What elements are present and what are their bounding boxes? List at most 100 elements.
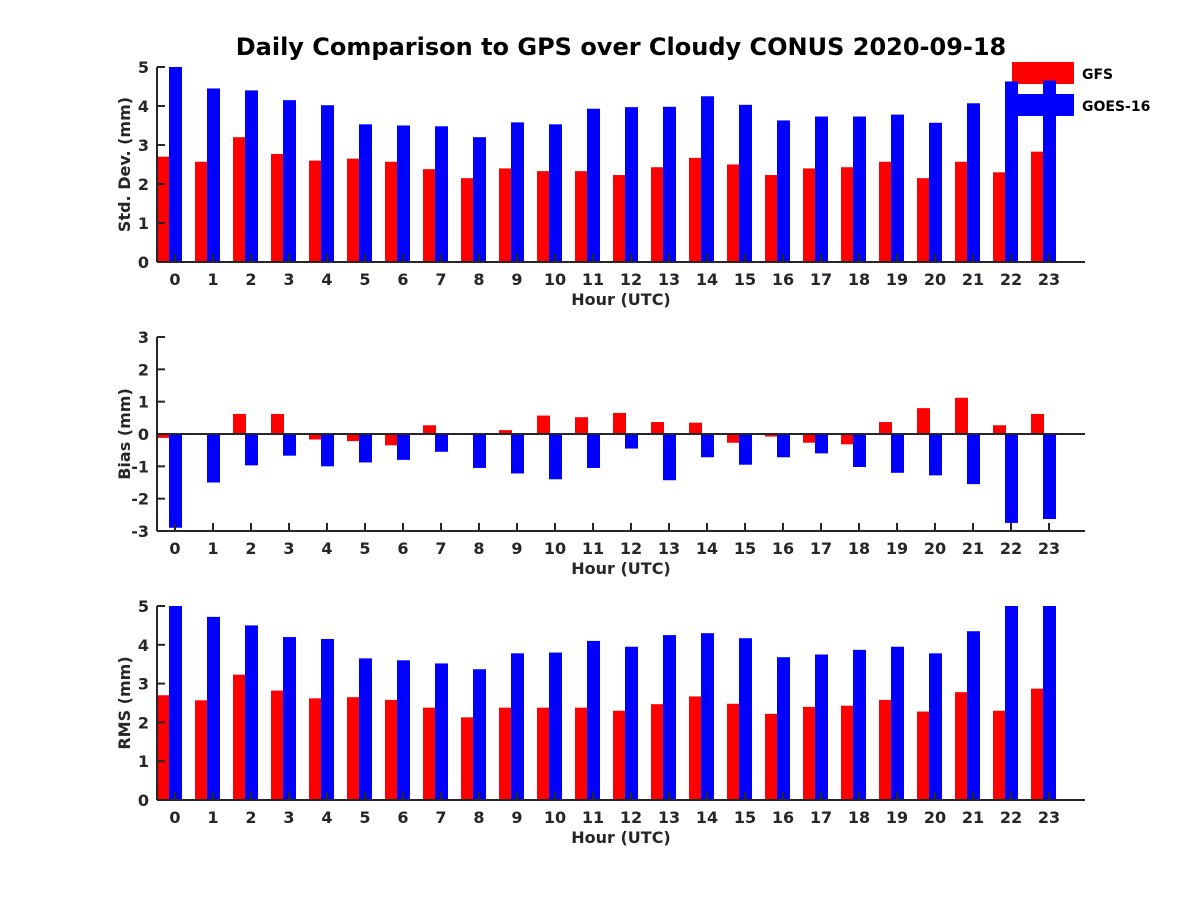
bar-gfs-16	[765, 713, 778, 800]
bar-goes16-22	[1005, 606, 1018, 800]
x-tick-label: 13	[658, 270, 680, 289]
bar-gfs-9	[499, 707, 512, 800]
bar-goes16-23	[1043, 434, 1056, 520]
bar-gfs-3	[271, 153, 284, 262]
x-tick-label: 19	[886, 539, 908, 558]
bar-goes16-7	[435, 434, 448, 452]
y-tick-label: 2	[138, 713, 149, 732]
x-tick-label: 5	[359, 539, 370, 558]
bar-gfs-0	[157, 156, 170, 262]
bar-gfs-10	[537, 707, 550, 800]
bar-gfs-19	[879, 422, 892, 434]
x-tick-label: 6	[397, 808, 408, 827]
x-tick-label: 18	[848, 539, 870, 558]
bar-gfs-2	[233, 674, 246, 800]
x-tick-label: 14	[696, 808, 718, 827]
bar-goes16-4	[321, 434, 334, 467]
bar-gfs-14	[689, 422, 702, 434]
bar-goes16-22	[1005, 434, 1018, 523]
x-tick-label: 22	[1000, 539, 1022, 558]
y-tick-label: 0	[138, 791, 149, 810]
y-tick-label: 4	[138, 97, 149, 116]
bar-goes16-6	[397, 125, 410, 262]
bar-goes16-5	[359, 658, 372, 800]
bar-gfs-19	[879, 699, 892, 800]
bar-gfs-11	[575, 417, 588, 434]
bar-goes16-11	[587, 108, 600, 262]
bar-goes16-7	[435, 126, 448, 262]
x-tick-label: 1	[207, 808, 218, 827]
x-tick-label: 19	[886, 270, 908, 289]
bar-gfs-21	[955, 692, 968, 800]
y-tick-label: 3	[138, 675, 149, 694]
x-tick-label: 21	[962, 270, 984, 289]
bar-gfs-3	[271, 690, 284, 800]
x-tick-label: 6	[397, 539, 408, 558]
bar-goes16-3	[283, 434, 296, 456]
bar-goes16-21	[967, 434, 980, 485]
x-tick-label: 4	[321, 539, 332, 558]
bar-goes16-2	[245, 434, 258, 466]
x-tick-label: 7	[435, 539, 446, 558]
legend-label-gfs: GFS	[1082, 67, 1113, 83]
bar-goes16-14	[701, 96, 714, 262]
bar-gfs-0	[157, 695, 170, 800]
x-tick-label: 22	[1000, 808, 1022, 827]
bar-gfs-12	[613, 710, 626, 800]
bar-gfs-4	[309, 434, 322, 440]
x-tick-label: 13	[658, 808, 680, 827]
bar-goes16-12	[625, 107, 638, 262]
bar-gfs-7	[423, 169, 436, 262]
bar-gfs-15	[727, 164, 740, 262]
y-tick-label: -3	[131, 522, 149, 541]
x-tick-label: 12	[620, 539, 642, 558]
bar-gfs-1	[195, 700, 208, 800]
bar-goes16-4	[321, 638, 334, 800]
bar-goes16-17	[815, 116, 828, 262]
x-axis-label: Hour (UTC)	[571, 828, 671, 847]
bar-goes16-19	[891, 434, 904, 473]
bar-goes16-8	[473, 137, 486, 262]
bar-goes16-4	[321, 105, 334, 262]
bar-goes16-20	[929, 434, 942, 476]
x-tick-label: 17	[810, 808, 832, 827]
x-tick-label: 12	[620, 270, 642, 289]
bar-goes16-9	[511, 653, 524, 800]
bar-goes16-6	[397, 434, 410, 460]
x-tick-label: 18	[848, 270, 870, 289]
y-tick-label: 3	[138, 328, 149, 347]
bar-goes16-0	[169, 67, 182, 262]
x-tick-label: 22	[1000, 270, 1022, 289]
y-axis-label: Bias (mm)	[115, 388, 134, 480]
x-tick-label: 7	[435, 808, 446, 827]
x-tick-label: 13	[658, 539, 680, 558]
bar-goes16-21	[967, 631, 980, 800]
legend-label-goes16: GOES-16	[1082, 99, 1150, 115]
bar-goes16-14	[701, 633, 714, 800]
bar-gfs-17	[803, 168, 816, 262]
x-axis-label: Hour (UTC)	[571, 290, 671, 309]
x-tick-label: 10	[544, 270, 566, 289]
bar-gfs-18	[841, 705, 854, 800]
bar-gfs-18	[841, 434, 854, 445]
x-tick-label: 5	[359, 270, 370, 289]
x-tick-label: 3	[283, 808, 294, 827]
bar-gfs-7	[423, 707, 436, 800]
x-tick-label: 19	[886, 808, 908, 827]
bar-gfs-10	[537, 171, 550, 262]
bar-goes16-20	[929, 122, 942, 263]
bar-gfs-4	[309, 698, 322, 800]
bar-goes16-10	[549, 652, 562, 800]
bar-gfs-6	[385, 161, 398, 262]
bar-gfs-0	[157, 434, 170, 438]
bar-goes16-14	[701, 434, 714, 458]
bar-goes16-13	[663, 635, 676, 800]
x-tick-label: 6	[397, 270, 408, 289]
x-tick-label: 8	[473, 270, 484, 289]
y-tick-label: 2	[138, 360, 149, 379]
y-tick-label: -1	[131, 457, 149, 476]
x-tick-label: 0	[169, 539, 180, 558]
bar-goes16-22	[1005, 81, 1018, 263]
x-tick-label: 20	[924, 270, 946, 289]
